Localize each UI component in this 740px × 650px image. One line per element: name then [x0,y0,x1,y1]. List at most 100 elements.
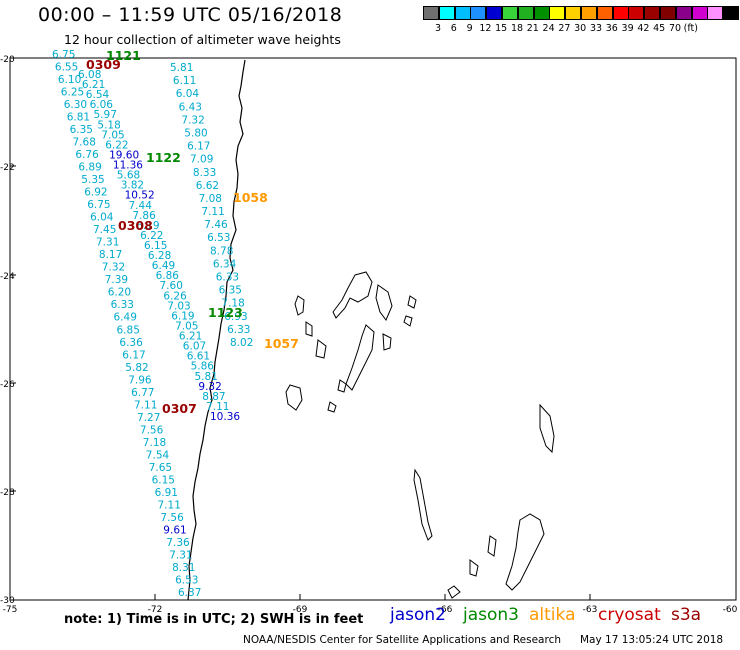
track-value-label: 6.35 [70,124,93,136]
legend-jason2: jason2 [390,605,446,625]
colorbar-label: 39 [621,23,634,34]
track-value-label: 6.22 [105,139,128,151]
track-value-label: 6.22 [140,230,163,242]
track-value-label: 6.19 [171,310,194,322]
colorbar-swatch [549,6,566,20]
track-value-label: 6.89 [78,162,101,174]
track-value-label: 6.36 [119,337,143,349]
colorbar-label: 6 [450,23,457,34]
track-value-label: 5.81 [170,62,193,74]
track-value-label: 8.17 [99,249,122,261]
track-value-label: 6.07 [183,341,206,353]
track-value-label: 6.61 [187,351,210,363]
track-value-label: 5.97 [94,109,117,121]
track-value-label: 5.86 [191,361,215,373]
track-value-label: 6.04 [176,88,200,100]
track-value-label: 7.18 [221,298,244,310]
track-value-label: 8.33 [193,167,216,179]
track-value-label: 11.36 [113,160,143,172]
pass-time-label: 0309 [86,57,121,72]
track-value-label: 6.35 [219,285,242,297]
track-value-label: 9.32 [198,381,221,393]
track-value-label: 7.11 [158,499,181,511]
track-value-label: 6.49 [152,260,175,272]
colorbar-label: 24 [542,23,555,34]
track-value-label: 6.21 [179,331,202,343]
track-value-label: 7.27 [137,412,160,424]
colorbar-swatch [612,6,629,20]
track-value-label: 6.93 [224,311,247,323]
track-value-label: 6.77 [131,387,154,399]
track-value-label: 7.31 [169,550,192,562]
colorbar-label: 18 [510,23,524,34]
track-value-label: 7.60 [160,280,183,292]
track-value-label: 5.18 [97,119,120,131]
track-value-label: 7.54 [146,449,170,461]
colorbar-swatch [438,6,455,20]
track-value-label: 6.76 [75,149,99,161]
track-value-label: 6.15 [152,474,175,486]
track-value-label: 6.91 [155,487,178,499]
colorbar-label: 21 [526,23,539,34]
track-value-label: 6.33 [216,272,239,284]
page-title: 00:00 – 11:59 UTC 05/16/2018 [38,4,343,26]
track-value-label: 6.30 [64,99,87,111]
track-value-label: 8.78 [210,245,233,257]
track-value-label: 6.20 [108,287,131,299]
legend-altika: altika [529,605,576,625]
track-value-label: 6.34 [213,258,237,270]
track-value-label: 5.35 [81,174,104,186]
track-value-label: 19.60 [109,150,139,162]
pass-time-label: 0308 [118,218,153,233]
pass-time-label: 1058 [233,190,268,205]
legend-s3a: s3a [671,605,702,625]
track-value-label: 10.52 [125,190,155,202]
track-value-label: 6.75 [52,49,75,61]
colorbar-label: 12 [479,23,492,34]
track-value-label: 6.55 [55,62,78,74]
footer-credit: NOAA/NESDIS Center for Satellite Applica… [243,634,561,646]
track-value-label: 7.18 [143,437,166,449]
colorbar-swatch [691,6,708,20]
lat-label: -24 [0,272,15,282]
track-value-label: 6.81 [67,112,90,124]
track-value-label: 7.09 [190,154,213,166]
track-value-label: 7.56 [140,424,164,436]
track-value-label: 6.04 [90,212,114,224]
track-value-label: 7.36 [166,537,190,549]
track-value-label: 6.28 [148,250,171,262]
lat-label: -28 [0,488,15,498]
track-value-label: 6.86 [156,270,180,282]
track-value-label: 7.32 [181,114,204,126]
legend-jason3: jason3 [463,605,519,625]
track-value-label: 7.46 [204,219,228,231]
colorbar-swatch [533,6,550,20]
track-value-label: 7.39 [105,274,128,286]
coastline [187,59,246,601]
colorbar-swatch [581,6,597,20]
track-value-label: 7.11 [201,206,224,218]
track-value-label: 7.05 [101,129,124,141]
track-value-label: 6.21 [82,79,105,91]
track-value-label: 5.81 [195,371,218,383]
colorbar-swatch [502,6,518,20]
colorbar-swatch [675,6,692,20]
track-value-label: 5.68 [117,170,140,182]
track-value-label: 8.02 [230,337,253,349]
colorbar-label: 27 [558,23,571,34]
lat-label: -20 [0,55,15,65]
colorbar-label: 3 [434,23,442,34]
track-value-label: 6.92 [84,187,107,199]
footer-note: note: 1) Time is in UTC; 2) SWH is in fe… [64,612,364,627]
page-subtitle: 12 hour collection of altimeter wave hei… [64,32,341,47]
pass-time-label: 1121 [106,48,141,63]
track-value-label: 6.17 [187,141,210,153]
track-value-label: 5.82 [125,362,148,374]
map-frame [9,57,737,601]
track-value-label: 7.08 [199,193,222,205]
pass-time-label: 1057 [264,336,299,351]
track-value-label: 7.05 [175,321,198,333]
track-value-label: 6.85 [117,324,140,336]
colorbar-label: 30 [574,23,587,34]
colorbar-swatch [644,6,661,20]
